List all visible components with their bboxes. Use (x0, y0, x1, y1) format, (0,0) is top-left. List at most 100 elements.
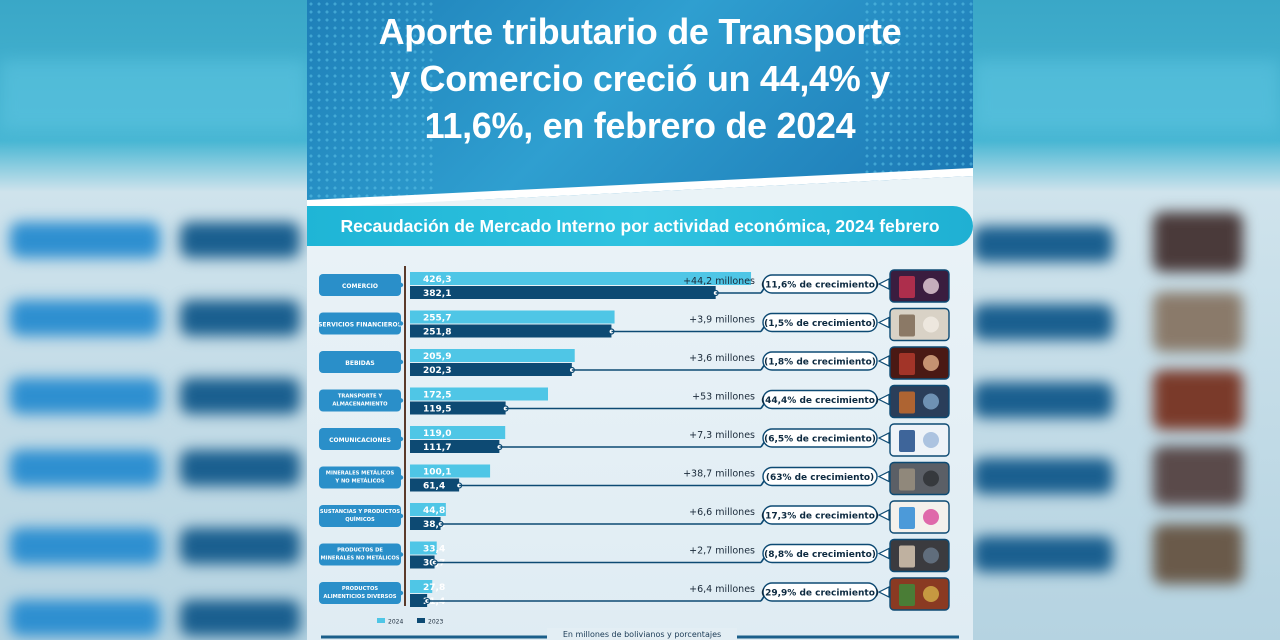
thumbnail-photo (889, 461, 950, 496)
header-dot-pattern (307, 0, 437, 200)
bar-label-2023: 111,7 (423, 443, 451, 453)
growth-label: (8,8% de crecimiento) (764, 550, 876, 560)
growth-label: (6,5% de crecimiento) (764, 435, 876, 445)
category-box (319, 312, 401, 335)
bar-label-2024: 44,8 (423, 506, 445, 516)
category-label: ALIMENTICIOS DIVERSOS (323, 594, 396, 600)
bar-2024 (410, 387, 548, 401)
legend-label: 2023 (428, 619, 443, 626)
background-blob (1153, 292, 1243, 352)
category-label: ALMACENAMIENTO (332, 402, 388, 408)
thumbnail-photo (889, 500, 950, 534)
bar-label-2024: 33,4 (423, 545, 445, 555)
difference-label: +3,9 millones (689, 315, 755, 326)
category-box (319, 505, 401, 527)
difference-label: +7,3 millones (689, 430, 755, 441)
category-connector (398, 321, 404, 326)
bar-label-2024: 27,8 (423, 583, 445, 593)
growth-label: (1,5% de crecimiento) (764, 319, 876, 329)
row-3: TRANSPORTE Y ALMACENAMIENTO 172,5 119,5 +53 … (319, 384, 950, 419)
background-blob (1153, 212, 1243, 272)
category-box (319, 389, 401, 412)
bar-2024 (410, 349, 575, 362)
background-blob (10, 378, 160, 414)
thumbnail-photo (889, 538, 950, 573)
background-left (0, 0, 307, 640)
category-label: BEBIDAS (345, 360, 374, 367)
subtitle-banner: Recaudación de Mercado Interno por activ… (307, 206, 973, 246)
pill-pointer (877, 470, 890, 483)
bar-2023 (410, 440, 500, 453)
bar-2024 (410, 541, 437, 555)
background-blob (10, 300, 160, 336)
row-4: COMUNICACIONES 119,0 111,7 +7,3 millones (6,… (319, 423, 950, 457)
pill-pointer (877, 278, 890, 290)
category-box (319, 582, 401, 604)
title-line: y Comercio creció un 44,4% y (390, 58, 890, 99)
thumbnail-photo (889, 346, 950, 380)
thumbnail-photo-detail (923, 278, 939, 294)
thumbnail-photo-detail (923, 393, 939, 410)
growth-label: (11,6% de crecimiento) (761, 281, 879, 291)
category-connector (398, 475, 404, 480)
category-connector (398, 552, 404, 557)
category-connector (398, 436, 404, 442)
difference-label: +44,2 millones (683, 276, 755, 287)
pill-pointer (877, 355, 890, 367)
background-blob (1153, 524, 1243, 584)
background-blob (1153, 446, 1243, 506)
category-label: SERVICIOS FINANCIEROS (318, 322, 402, 329)
pill-pointer (877, 393, 890, 406)
bar-2023 (410, 594, 428, 607)
chart-area: COMERCIO 426,3 382,1 +44,2 millones (11,6% d… (307, 250, 973, 640)
bar-2024 (410, 272, 752, 285)
background-blob (180, 300, 300, 336)
bar-chart: COMERCIO 426,3 382,1 +44,2 millones (11,6% d… (318, 266, 959, 640)
background-blob (973, 536, 1113, 572)
bar-label-2023: 21,4 (423, 597, 445, 607)
bar-2023 (410, 555, 435, 569)
category-box (319, 543, 401, 566)
category-box (319, 466, 401, 489)
bar-2023 (410, 363, 572, 376)
bar-2023 (410, 517, 441, 530)
background-blob (973, 226, 1113, 262)
background-blob (10, 528, 160, 564)
bar-label-2024: 205,9 (423, 352, 451, 362)
bar-2024 (410, 580, 433, 593)
thumbnail-photo (889, 307, 950, 342)
background-blob (10, 450, 160, 486)
growth-pill (762, 428, 878, 448)
background-blob (10, 600, 160, 636)
category-label: TRANSPORTE Y (338, 394, 382, 400)
pill-pointer (877, 509, 890, 521)
bar-label-2023: 251,8 (423, 328, 451, 338)
category-label: PRODUCTOS (342, 586, 378, 592)
legend-swatch (417, 618, 425, 623)
bar-2023 (410, 324, 612, 338)
footnote: En millones de bolivianos y porcentajes (563, 630, 721, 639)
background-right (973, 0, 1280, 640)
title-line: Aporte tributario de Transporte (378, 11, 902, 52)
growth-pill (762, 312, 878, 333)
category-label: QUÍMICOS (345, 515, 375, 523)
background-band (973, 60, 1280, 130)
category-label: COMERCIO (342, 283, 378, 290)
difference-label: +53 millones (692, 392, 755, 403)
bar-label-2023: 38,2 (423, 520, 445, 530)
pill-pointer (877, 586, 890, 598)
background-blob (180, 600, 300, 636)
background-blob (1153, 370, 1243, 430)
bar-2023 (410, 286, 716, 299)
category-box (319, 351, 401, 373)
category-connector (398, 359, 404, 365)
thumbnail-photo (889, 384, 950, 419)
thumbnail-photo-detail (899, 545, 915, 568)
background-blob (973, 382, 1113, 418)
bar-label-2023: 382,1 (423, 289, 451, 299)
bar-2024 (410, 464, 491, 478)
bar-label-2023: 202,3 (423, 366, 451, 376)
growth-label: (44,4% de crecimiento) (761, 396, 879, 406)
thumbnail-photo-detail (923, 316, 939, 333)
